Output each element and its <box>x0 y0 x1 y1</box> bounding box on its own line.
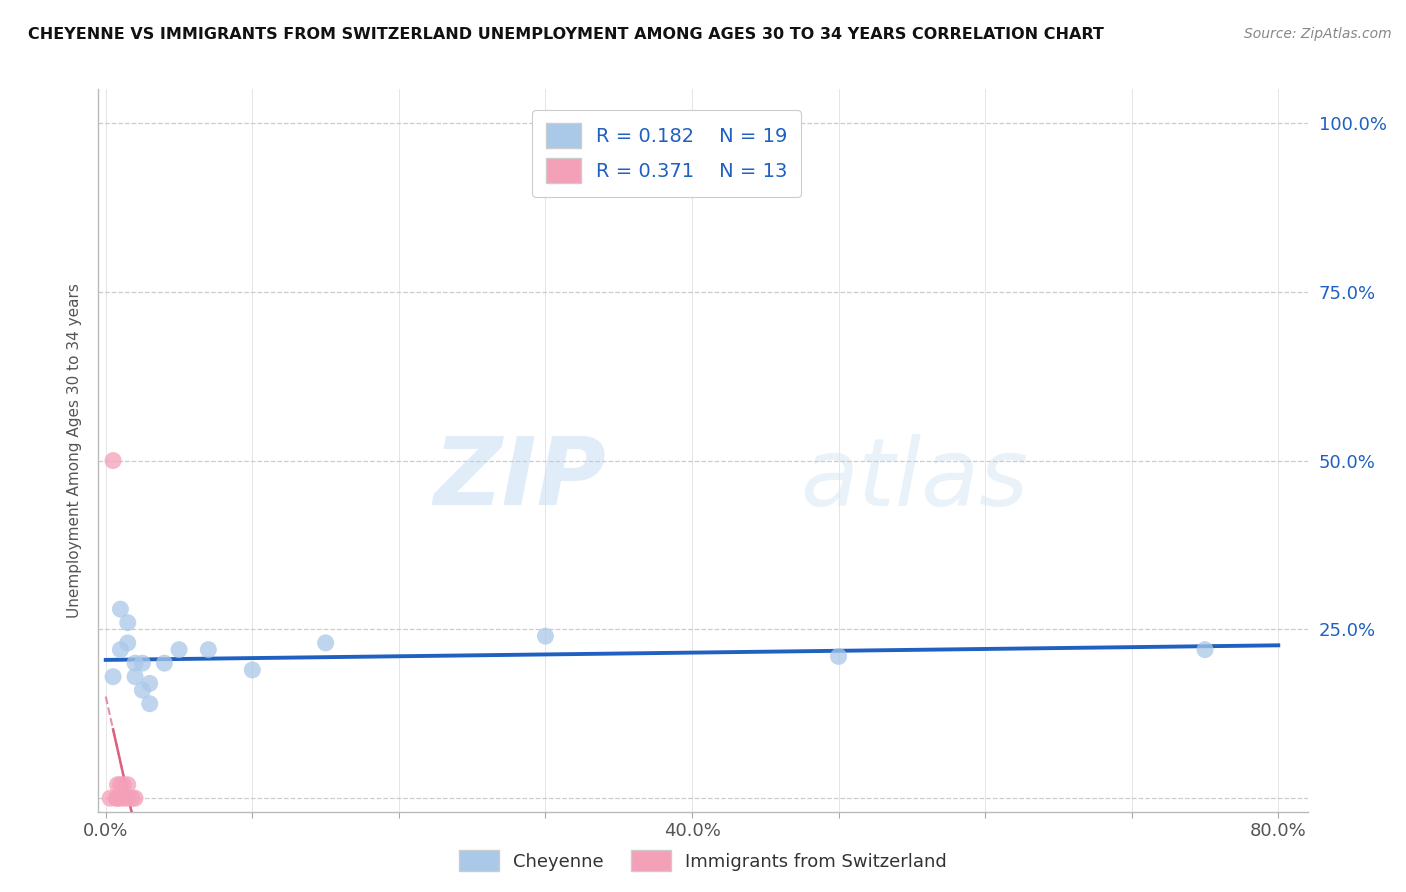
Point <box>124 670 146 684</box>
Point <box>131 683 153 698</box>
Text: atlas: atlas <box>800 434 1028 524</box>
Point <box>110 642 132 657</box>
Point <box>167 642 190 657</box>
Point <box>101 453 124 467</box>
Text: CHEYENNE VS IMMIGRANTS FROM SWITZERLAND UNEMPLOYMENT AMONG AGES 30 TO 34 YEARS C: CHEYENNE VS IMMIGRANTS FROM SWITZERLAND … <box>28 27 1104 42</box>
Point <box>1194 642 1216 657</box>
Point <box>124 656 146 670</box>
Point <box>110 778 132 792</box>
Point <box>107 778 129 792</box>
Point <box>827 649 849 664</box>
Point <box>138 676 160 690</box>
Point <box>153 656 176 670</box>
Point <box>107 791 129 805</box>
Point <box>315 636 337 650</box>
Point <box>112 778 135 792</box>
Point <box>117 615 139 630</box>
Point <box>110 602 132 616</box>
Point <box>98 791 121 805</box>
Y-axis label: Unemployment Among Ages 30 to 34 years: Unemployment Among Ages 30 to 34 years <box>66 283 82 618</box>
Point <box>240 663 263 677</box>
Point <box>131 656 153 670</box>
Legend: R = 0.182    N = 19, R = 0.371    N = 13: R = 0.182 N = 19, R = 0.371 N = 13 <box>531 110 801 196</box>
Point <box>124 791 146 805</box>
Point <box>108 791 131 805</box>
Legend: Cheyenne, Immigrants from Switzerland: Cheyenne, Immigrants from Switzerland <box>451 843 955 879</box>
Point <box>121 791 143 805</box>
Point <box>117 791 139 805</box>
Point <box>117 778 139 792</box>
Point <box>197 642 219 657</box>
Point <box>534 629 557 643</box>
Point <box>112 791 135 805</box>
Point <box>138 697 160 711</box>
Text: ZIP: ZIP <box>433 434 606 525</box>
Point <box>105 791 128 805</box>
Point <box>101 670 124 684</box>
Point <box>117 636 139 650</box>
Text: Source: ZipAtlas.com: Source: ZipAtlas.com <box>1244 27 1392 41</box>
